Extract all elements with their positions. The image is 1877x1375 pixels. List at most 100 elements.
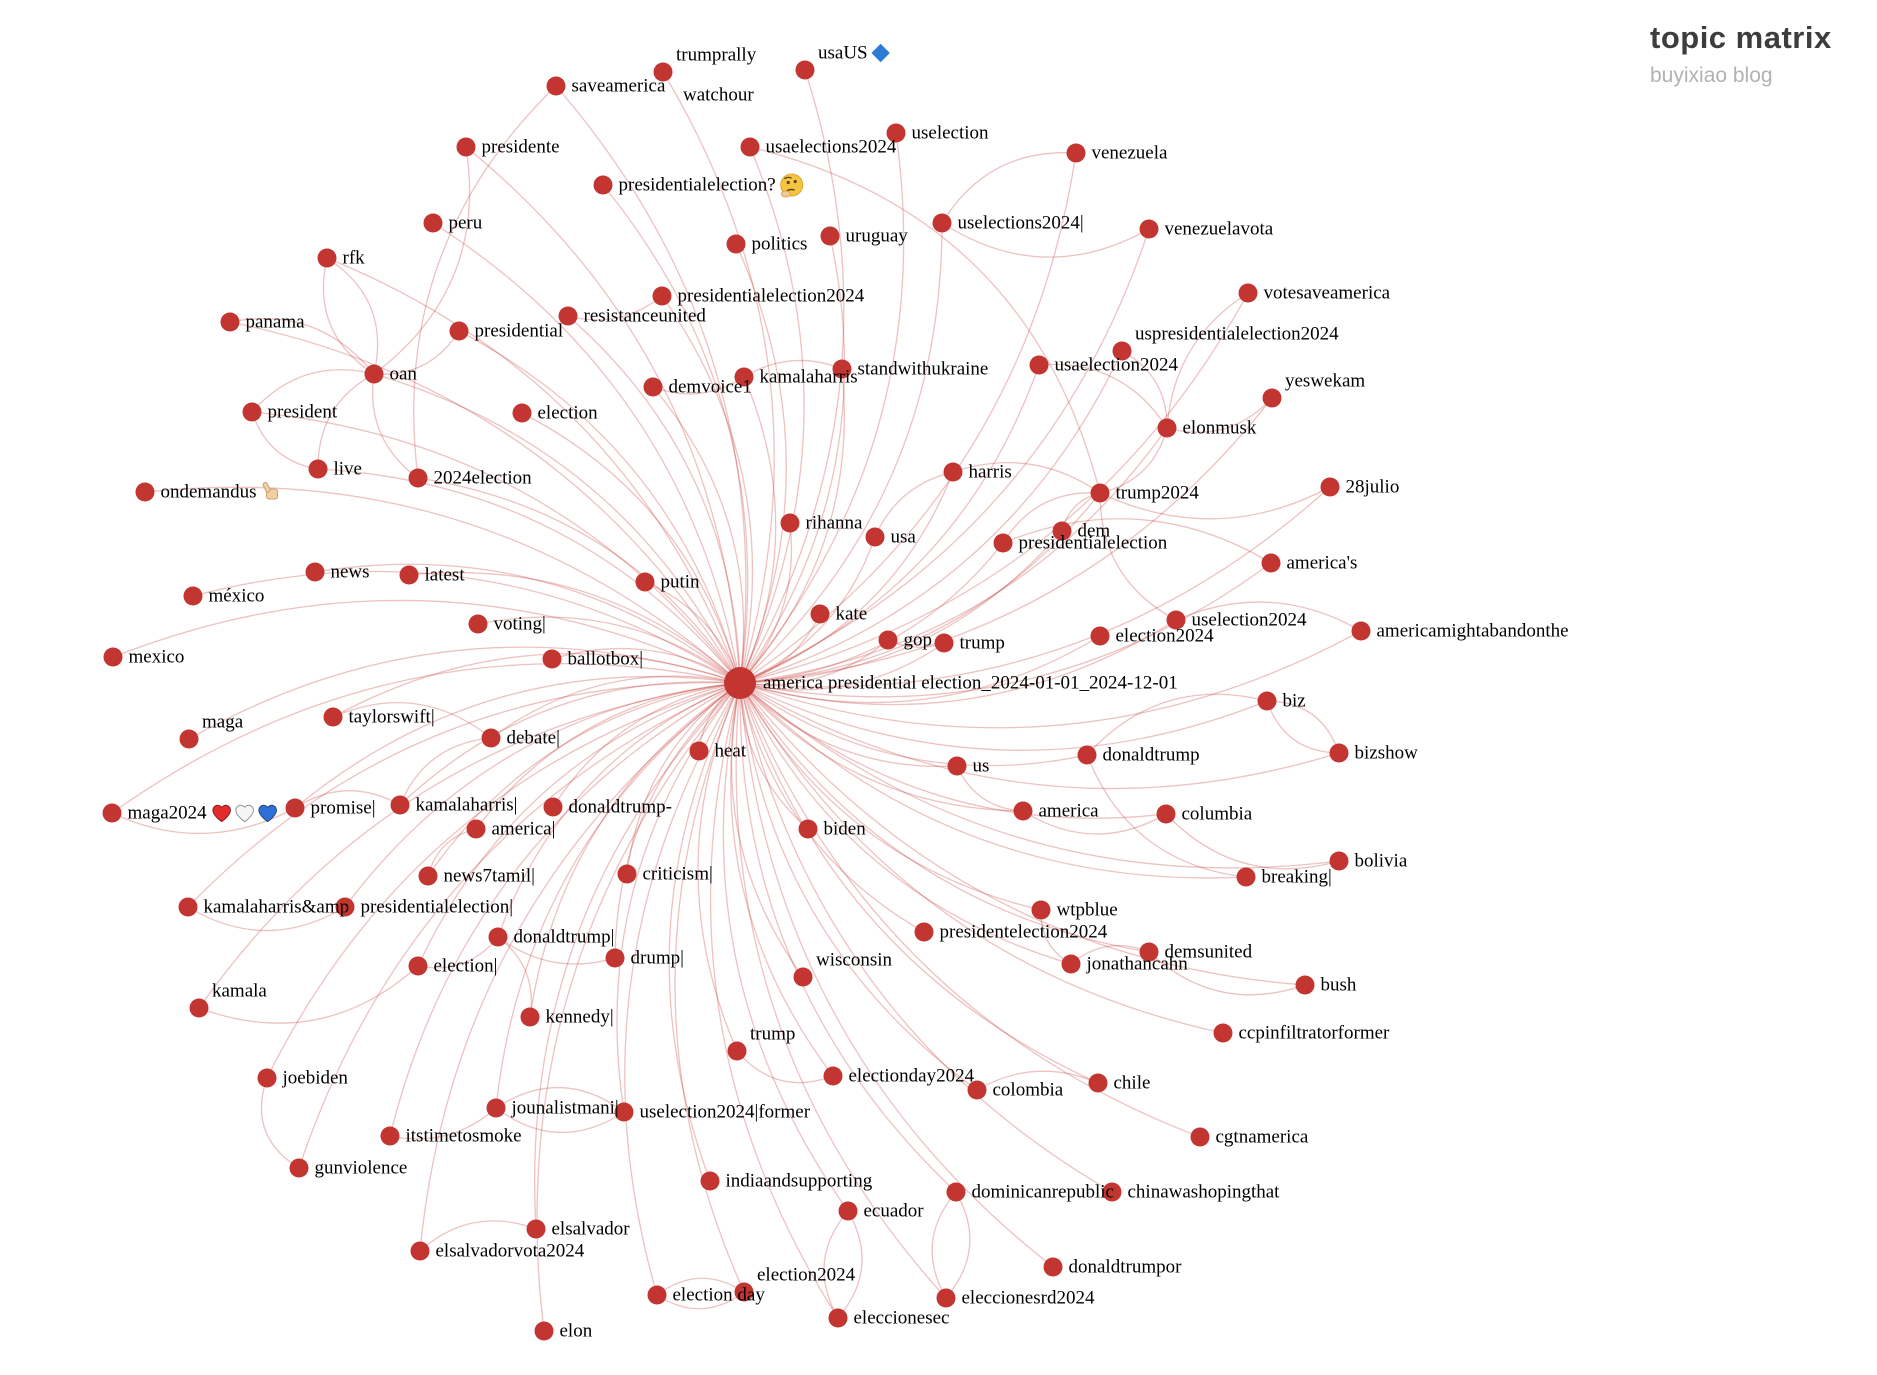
graph-node-eleccionesec[interactable] [828,1308,848,1328]
graph-node-harris[interactable] [943,462,963,482]
graph-node-kate[interactable] [810,604,830,624]
graph-node-news[interactable] [305,562,325,582]
graph-node-kamala[interactable] [189,998,209,1018]
graph-node-presidentialelection-q[interactable] [593,175,613,195]
graph-node-usa[interactable] [865,527,885,547]
graph-node-donaldtrump-p[interactable] [488,927,508,947]
graph-node-election[interactable] [512,403,532,423]
graph-node-americas[interactable] [1261,553,1281,573]
graph-node-live[interactable] [308,459,328,479]
graph-node-panama[interactable] [220,312,240,332]
graph-node-uselection2024[interactable] [1166,610,1186,630]
graph-node-presidentelection2024[interactable] [914,922,934,942]
graph-node-demsunited[interactable] [1139,942,1159,962]
graph-node-criticism[interactable] [617,864,637,884]
graph-node-itstimetosmoke[interactable] [380,1126,400,1146]
graph-node-bolivia[interactable] [1329,851,1349,871]
graph-node-uruguay[interactable] [820,226,840,246]
graph-node-jounalistmani[interactable] [486,1098,506,1118]
graph-node-eleccionesrd2024[interactable] [936,1288,956,1308]
graph-node-us[interactable] [947,756,967,776]
graph-node-electionday2024[interactable] [823,1066,843,1086]
graph-node-saveamerica[interactable] [546,76,566,96]
graph-node-presidentialelection2024[interactable] [652,286,672,306]
graph-node-election-p[interactable] [408,956,428,976]
graph-node-elonmusk[interactable] [1157,418,1177,438]
graph-node-bizshow[interactable] [1329,743,1349,763]
graph-node-center[interactable] [724,667,756,699]
graph-node-uselections2024p[interactable] [932,213,952,233]
graph-node-kamalaharris-top[interactable] [734,367,754,387]
graph-node-resistanceunited[interactable] [558,306,578,326]
graph-node-electionday[interactable] [647,1285,667,1305]
graph-node-ccpinfiltratorformer[interactable] [1213,1023,1233,1043]
graph-node-gop[interactable] [878,630,898,650]
graph-node-news7tamil[interactable] [418,866,438,886]
graph-node-biz[interactable] [1257,691,1277,711]
graph-node-latest[interactable] [399,565,419,585]
graph-node-oan[interactable] [364,364,384,384]
graph-node-kennedy[interactable] [520,1007,540,1027]
graph-node-venezuela[interactable] [1066,143,1086,163]
graph-node-chile[interactable] [1088,1073,1108,1093]
graph-node-dominicanrepublic[interactable] [946,1182,966,1202]
graph-node-kamalaharrisamp[interactable] [178,897,198,917]
graph-node-demvoice1[interactable] [643,377,663,397]
graph-node-usaelections2024[interactable] [740,137,760,157]
graph-node-trump-1[interactable] [934,633,954,653]
graph-node-trump-2[interactable] [727,1041,747,1061]
graph-node-wisconsin[interactable] [793,967,813,987]
graph-node-politics[interactable] [726,234,746,254]
graph-node-usaus[interactable] [795,60,815,80]
graph-node-president[interactable] [242,402,262,422]
graph-node-voting[interactable] [468,614,488,634]
graph-node-rihanna[interactable] [780,513,800,533]
graph-node-mexico-acc[interactable] [183,586,203,606]
graph-node-election2024-2[interactable] [734,1282,754,1302]
graph-node-wtpblue[interactable] [1031,900,1051,920]
graph-node-drump[interactable] [605,948,625,968]
graph-node-joebiden[interactable] [257,1068,277,1088]
graph-node-election2024-1[interactable] [1090,626,1110,646]
graph-node-trump2024[interactable] [1090,483,1110,503]
graph-node-usaelection2024[interactable] [1029,355,1049,375]
graph-node-standwithukraine[interactable] [832,359,852,379]
graph-node-election2024x[interactable] [408,468,428,488]
graph-node-americamightabandonthe[interactable] [1351,621,1371,641]
graph-node-presidentialelection-p[interactable] [335,897,355,917]
graph-node-donaldtrump[interactable] [1077,745,1097,765]
graph-node-heat[interactable] [689,741,709,761]
graph-node-mexico[interactable] [103,647,123,667]
graph-node-maga[interactable] [179,729,199,749]
graph-node-votesaveamerica[interactable] [1238,283,1258,303]
graph-node-putin[interactable] [635,572,655,592]
graph-node-elsalvador[interactable] [526,1219,546,1239]
graph-node-indiaandsupporting[interactable] [700,1171,720,1191]
graph-node-venezuelavota[interactable] [1139,219,1159,239]
graph-node-julio28[interactable] [1320,477,1340,497]
graph-node-uspresidentialelection2024[interactable] [1112,341,1132,361]
graph-node-ballotbox[interactable] [542,649,562,669]
graph-node-ecuador[interactable] [838,1201,858,1221]
graph-node-chinawashopingthat[interactable] [1102,1182,1122,1202]
graph-node-presidentialelection-mid[interactable] [993,533,1013,553]
graph-node-peru[interactable] [423,213,443,233]
graph-node-yeswekam[interactable] [1262,388,1282,408]
graph-node-america[interactable] [1013,801,1033,821]
graph-node-america-p[interactable] [466,819,486,839]
graph-node-gunviolence[interactable] [289,1158,309,1178]
graph-node-uselection2024former[interactable] [614,1102,634,1122]
graph-node-columbia[interactable] [1156,804,1176,824]
graph-node-bush[interactable] [1295,975,1315,995]
graph-node-rfk[interactable] [317,248,337,268]
graph-node-trumprally[interactable] [653,62,673,82]
graph-node-ondemandus[interactable] [135,482,155,502]
graph-node-debate[interactable] [481,728,501,748]
graph-node-cgtnamerica[interactable] [1190,1127,1210,1147]
graph-node-donaldtrumpor[interactable] [1043,1257,1063,1277]
graph-node-colombia[interactable] [967,1080,987,1100]
graph-node-uselection[interactable] [886,123,906,143]
graph-node-presidential[interactable] [449,321,469,341]
graph-node-kamalaharris-p[interactable] [390,795,410,815]
graph-node-maga2024[interactable] [102,803,122,823]
